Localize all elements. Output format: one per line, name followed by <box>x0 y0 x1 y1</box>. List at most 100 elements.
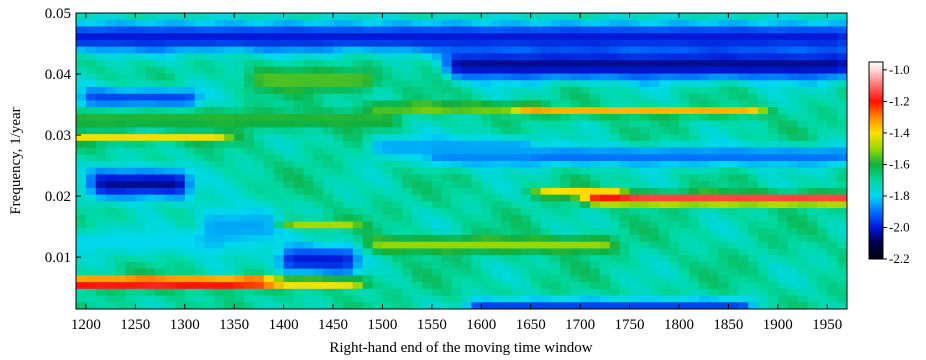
heatmap-cell <box>244 255 255 263</box>
heatmap-cell <box>599 174 611 182</box>
heatmap-cell <box>629 13 641 21</box>
heatmap-cell <box>135 107 146 115</box>
heatmap-cell <box>560 134 571 142</box>
heatmap-cell <box>164 288 176 297</box>
heatmap-cell <box>629 275 641 283</box>
heatmap-cell <box>758 107 769 115</box>
heatmap-cell <box>678 221 690 229</box>
heatmap-cell <box>748 228 759 236</box>
heatmap-cell <box>639 208 650 216</box>
heatmap-cell <box>224 39 235 48</box>
heatmap-cell <box>777 93 789 102</box>
heatmap-cell <box>659 248 670 256</box>
heatmap-cell <box>76 268 87 276</box>
heatmap-cell <box>530 268 542 276</box>
heatmap-cell <box>263 140 275 149</box>
heatmap-cell <box>431 295 443 303</box>
heatmap-cell <box>412 235 423 243</box>
heatmap-cell <box>777 221 789 229</box>
heatmap-cell <box>421 261 433 270</box>
heatmap-cell <box>708 33 720 41</box>
heatmap-cell <box>580 46 591 54</box>
heatmap-cell <box>392 100 403 108</box>
heatmap-cell <box>738 39 749 48</box>
heatmap-cell <box>174 53 186 61</box>
heatmap-cell <box>421 194 433 202</box>
heatmap-cell <box>767 295 779 303</box>
heatmap-cell <box>590 19 601 28</box>
heatmap-cell <box>283 241 295 250</box>
colorbar-tick-label: -2.0 <box>889 219 910 234</box>
heatmap-cell <box>234 288 245 297</box>
heatmap-cell <box>698 194 710 202</box>
heatmap-cell <box>649 80 660 88</box>
heatmap-cell <box>224 241 235 250</box>
heatmap-cell <box>501 282 512 290</box>
heatmap-cell <box>362 46 374 54</box>
heatmap-cell <box>639 221 650 229</box>
heatmap-cell <box>155 140 166 149</box>
heatmap-cell <box>76 248 87 256</box>
heatmap-cell <box>728 187 739 196</box>
heatmap-cell <box>145 248 156 256</box>
heatmap-cell <box>787 39 799 48</box>
heatmap-cell <box>184 113 196 122</box>
heatmap-cell <box>491 174 502 182</box>
heatmap-cell <box>234 208 245 216</box>
heatmap-cell <box>352 39 364 48</box>
heatmap-cell <box>461 33 472 41</box>
heatmap-cell <box>224 113 235 122</box>
heatmap-cell <box>777 174 789 182</box>
heatmap-cell <box>105 13 117 21</box>
heatmap-cell <box>481 261 492 270</box>
heatmap-cell <box>253 261 265 270</box>
heatmap-cell <box>204 261 215 270</box>
heatmap-cell <box>263 120 275 128</box>
heatmap-cell <box>530 167 542 176</box>
heatmap-cell <box>234 214 245 223</box>
heatmap-cell <box>263 181 275 189</box>
heatmap-cell <box>451 33 463 41</box>
heatmap-cell <box>471 140 482 149</box>
heatmap-cell <box>283 235 295 243</box>
heatmap-cell <box>797 255 809 263</box>
heatmap-cell <box>501 107 512 115</box>
heatmap-cell <box>827 295 838 303</box>
heatmap-cell <box>817 53 828 61</box>
heatmap-cell <box>708 100 720 108</box>
heatmap-cell <box>392 113 403 122</box>
heatmap-cell <box>253 13 265 21</box>
heatmap-cell <box>333 100 344 108</box>
heatmap-cell <box>412 255 423 263</box>
heatmap-cell <box>293 295 304 303</box>
x-tick-label: 1350 <box>219 317 249 333</box>
heatmap-cell <box>115 46 127 54</box>
heatmap-cell <box>76 140 87 149</box>
heatmap-cell <box>392 87 403 95</box>
heatmap-cell <box>639 302 650 309</box>
heatmap-cell <box>412 167 423 176</box>
heatmap-cell <box>76 100 87 108</box>
heatmap-cell <box>807 107 818 115</box>
heatmap-cell <box>234 167 245 176</box>
heatmap-cell <box>599 87 611 95</box>
heatmap-cell <box>372 187 384 196</box>
heatmap-cell <box>402 181 413 189</box>
heatmap-cell <box>560 100 571 108</box>
heatmap-cell <box>362 208 374 216</box>
heatmap-cell <box>629 268 641 276</box>
heatmap-cell <box>570 127 581 135</box>
heatmap-cell <box>303 39 314 48</box>
heatmap-cell <box>718 13 729 21</box>
heatmap-cell <box>313 100 324 108</box>
heatmap-cell <box>85 235 97 243</box>
heatmap-cell <box>590 295 601 303</box>
heatmap-cell <box>135 295 146 303</box>
heatmap-cell <box>155 39 166 48</box>
heatmap-cell <box>688 302 700 309</box>
heatmap-cell <box>244 140 255 149</box>
heatmap-cell <box>352 275 364 283</box>
heatmap-cell <box>125 93 136 102</box>
heatmap-cell <box>105 261 117 270</box>
heatmap-cell <box>669 80 680 88</box>
